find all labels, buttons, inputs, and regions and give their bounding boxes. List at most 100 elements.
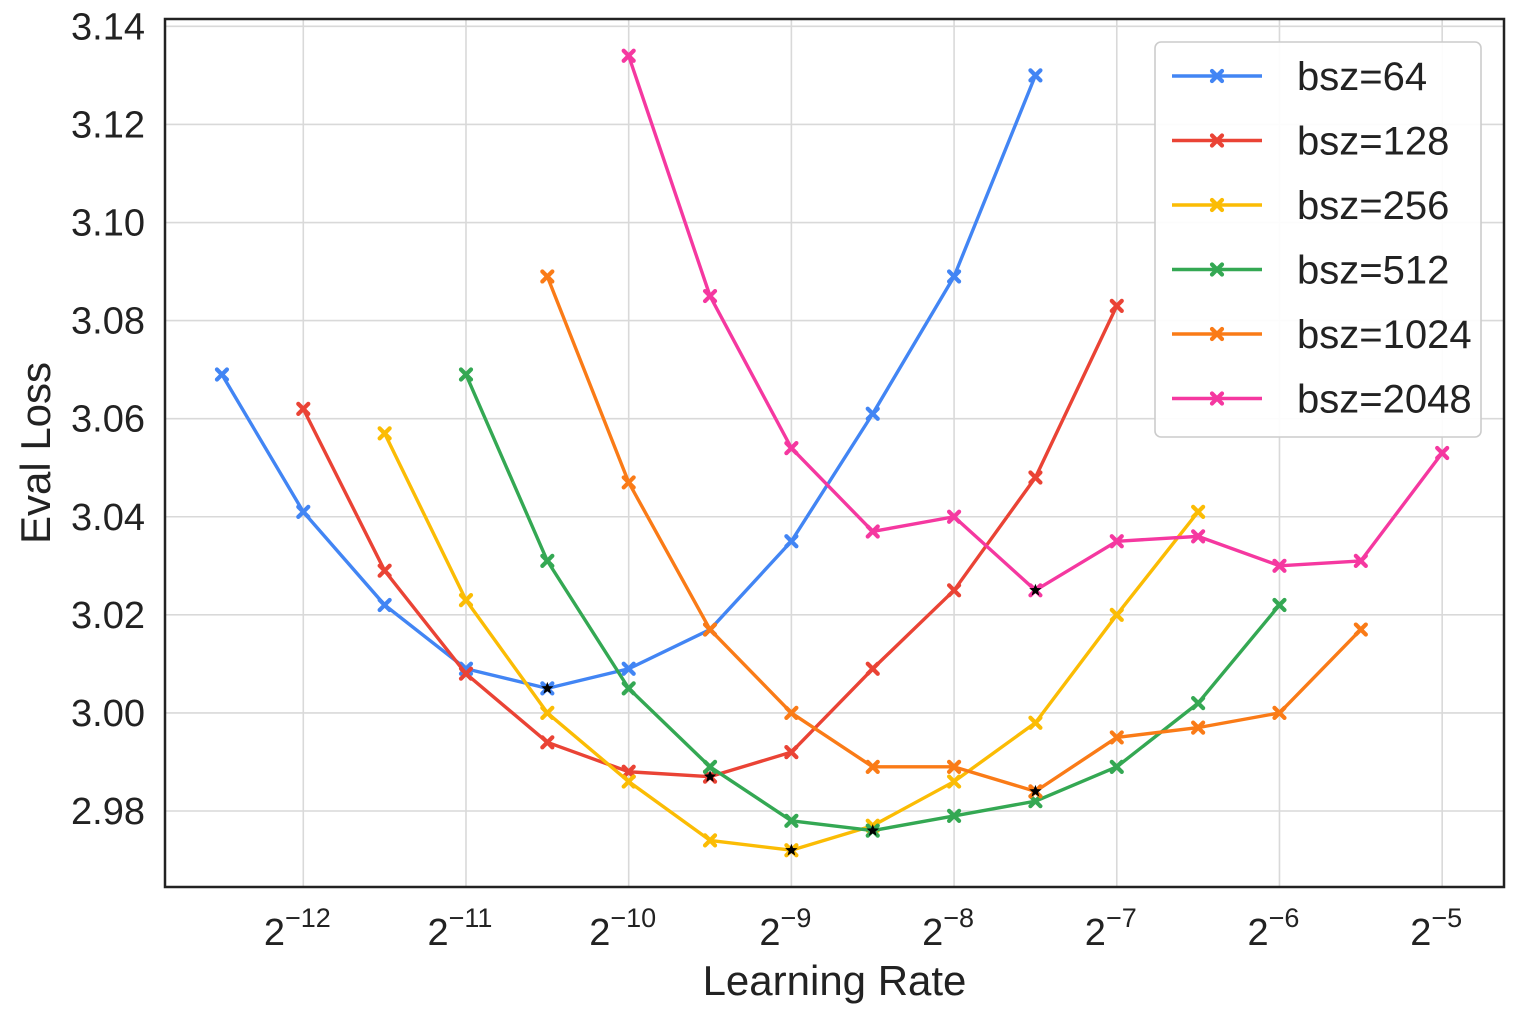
data-point (1353, 553, 1368, 568)
series-bsz-2048 (621, 48, 1450, 598)
legend: bsz=64 bsz=128 bsz=256 bsz=512 bsz=1024 bsz=2… (1154, 41, 1482, 438)
data-point (296, 504, 311, 519)
x-tick-base: 2 (589, 912, 610, 954)
data-point (1191, 504, 1206, 519)
y-tick-label: 3.06 (71, 399, 145, 441)
best-point-star (541, 681, 554, 694)
data-point (946, 759, 962, 774)
legend-swatch-marker (1209, 197, 1225, 213)
legend-swatch-marker (1209, 391, 1225, 406)
data-point (621, 48, 636, 63)
data-point (784, 534, 799, 549)
legend-label: bsz=256 (1297, 184, 1449, 228)
data-point (1353, 622, 1368, 637)
data-point (1435, 445, 1450, 461)
y-tick-label: 3.10 (71, 203, 145, 245)
y-tick-label: 2.98 (71, 791, 145, 833)
data-point (702, 622, 718, 637)
legend-swatch-marker (1209, 68, 1225, 84)
data-point (1109, 759, 1124, 774)
y-tick-label: 3.04 (71, 497, 145, 539)
x-tick-label: 2−5 (1410, 903, 1462, 954)
data-point (377, 426, 392, 441)
data-point (1028, 68, 1043, 83)
series-line (464, 373, 1281, 833)
data-point (784, 705, 799, 721)
y-tick-label: 3.12 (71, 104, 145, 146)
data-point (621, 764, 636, 779)
x-tick-label: 2−10 (589, 903, 656, 954)
x-tick-base: 2 (1410, 912, 1431, 954)
data-point (540, 735, 555, 750)
legend-entry: bsz=2048 (1172, 378, 1472, 422)
data-point (1109, 534, 1124, 549)
data-point (540, 553, 555, 568)
data-point (946, 808, 962, 823)
data-point (621, 681, 636, 696)
data-point (702, 288, 718, 304)
data-point (1191, 720, 1206, 735)
data-point (1109, 730, 1124, 745)
legend-entry: bsz=64 (1172, 55, 1427, 99)
data-point (1028, 470, 1043, 485)
data-point (865, 661, 880, 676)
data-point (1191, 696, 1206, 711)
data-point (1191, 529, 1206, 544)
data-point (458, 367, 474, 382)
data-point (458, 666, 474, 681)
data-point (865, 759, 880, 774)
x-tick-label: 2−11 (428, 903, 493, 954)
series-bsz-512 (458, 367, 1287, 838)
data-point (946, 509, 962, 524)
data-point (377, 597, 392, 613)
data-point (784, 745, 799, 760)
x-tick-base: 2 (1248, 912, 1269, 954)
data-point (1272, 558, 1287, 573)
x-tick-label: 2−6 (1248, 903, 1300, 954)
y-tick-label: 3.14 (71, 6, 145, 48)
y-tick-label: 3.02 (71, 595, 145, 637)
data-point (1109, 607, 1124, 622)
legend-label: bsz=64 (1297, 55, 1427, 99)
x-tick-exponent: −7 (1106, 903, 1137, 933)
x-tick-base: 2 (1085, 912, 1106, 954)
data-point (540, 269, 555, 284)
data-point (377, 563, 392, 578)
data-point (1109, 298, 1124, 313)
data-point (784, 813, 799, 828)
x-tick-base: 2 (264, 912, 285, 954)
x-tick-exponent: −10 (610, 903, 656, 933)
data-point (946, 269, 962, 284)
legend-label: bsz=2048 (1297, 378, 1472, 422)
best-point-star (1029, 583, 1042, 596)
data-point (540, 705, 555, 721)
data-point (946, 774, 962, 789)
y-tick-label: 3.00 (71, 693, 145, 735)
x-tick-base: 2 (922, 912, 943, 954)
x-tick-exponent: −9 (781, 903, 812, 933)
x-tick-label: 2−7 (1085, 903, 1137, 954)
x-tick-label: 2−8 (922, 903, 974, 954)
data-point (946, 583, 962, 598)
legend-entry: bsz=256 (1172, 184, 1449, 228)
data-point (621, 774, 636, 789)
best-point-star (703, 770, 717, 782)
data-point (1272, 597, 1287, 613)
data-point (865, 406, 880, 421)
series-bsz-1024 (540, 269, 1368, 799)
legend-entry: bsz=128 (1172, 120, 1449, 164)
x-tick-base: 2 (759, 912, 780, 954)
series-bsz-256 (377, 426, 1206, 858)
plot-frame (163, 17, 1506, 889)
legend-label: bsz=1024 (1297, 313, 1472, 357)
legend-label: bsz=128 (1297, 120, 1449, 164)
best-point-star (785, 843, 798, 856)
legend-swatch-marker (1209, 326, 1225, 342)
data-point (1028, 715, 1043, 730)
data-point (458, 593, 474, 608)
legend-entry: bsz=1024 (1172, 313, 1472, 357)
series-layer (214, 48, 1450, 858)
legend-label: bsz=512 (1297, 249, 1449, 293)
x-tick-exponent: −12 (285, 903, 331, 933)
axis-ticks: 2−12 2−11 2−10 2−9 2−8 2−7 2−6 2−52.983.003.023… (71, 6, 1462, 954)
